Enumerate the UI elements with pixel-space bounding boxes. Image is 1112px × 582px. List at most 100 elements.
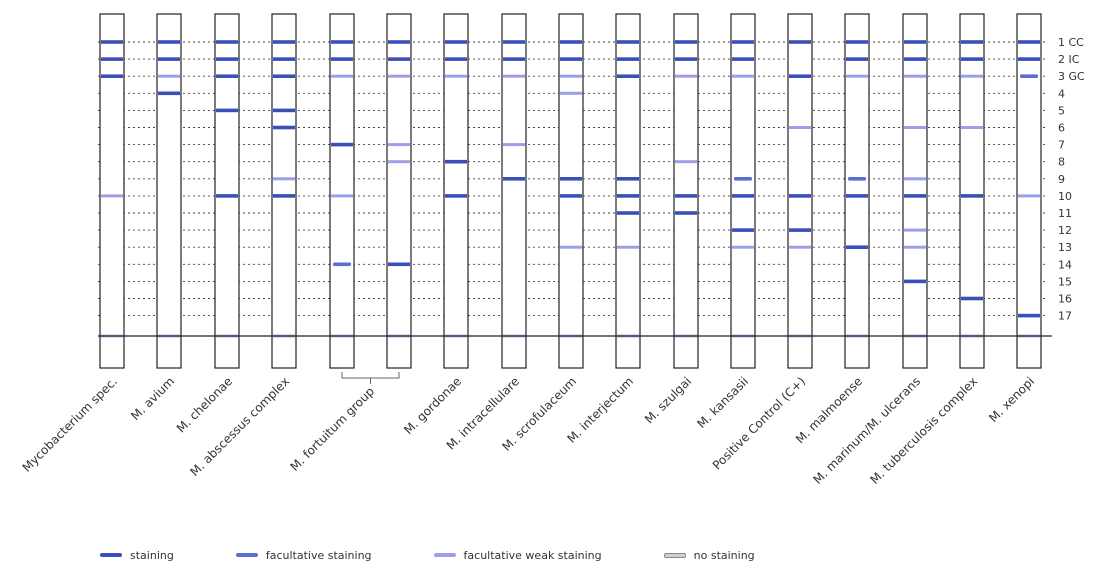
strip-label: M. xenopi (986, 374, 1037, 425)
legend-none-label: no staining (693, 548, 755, 562)
band-row-3 (331, 74, 353, 78)
band-row-1 (331, 40, 353, 44)
band-row-12 (789, 228, 811, 232)
row-label: 15 (1058, 275, 1072, 288)
band-row-4 (560, 91, 582, 95)
strip-label: Mycobacterium spec. (20, 374, 120, 474)
band-row-10 (331, 194, 353, 198)
strip-label: M. abscessus complex (187, 374, 292, 479)
band-row-2 (732, 57, 754, 61)
band-row-9 (734, 177, 752, 181)
band-row-7 (503, 143, 525, 147)
row-labels: 1 CC 2 IC 3 GC 4 5 6 7 8 9 10 11 12 13 14 15 16 17 (1058, 36, 1085, 323)
strip (386, 13, 412, 369)
band-row-13 (846, 245, 868, 249)
strip-outline (214, 13, 240, 369)
strip-outline (615, 13, 641, 369)
strip (673, 13, 699, 369)
band-row-10 (732, 194, 754, 198)
band-row-2 (216, 57, 238, 61)
strip (214, 13, 240, 369)
row-label: 10 (1058, 190, 1072, 203)
band-row-13 (732, 245, 754, 249)
row-label: 16 (1058, 293, 1072, 306)
band-row-2 (503, 57, 525, 61)
legend-staining: staining (100, 549, 174, 562)
band-row-2 (445, 57, 467, 61)
band-row-1 (158, 40, 180, 44)
band-row-8 (445, 159, 467, 164)
row-label: 2 IC (1058, 53, 1080, 66)
band-row-3 (158, 74, 180, 78)
band-row-13 (560, 245, 582, 249)
band-row-2 (904, 57, 926, 61)
band-row-6 (961, 126, 983, 129)
band-row-10 (961, 194, 983, 198)
band-row-1 (503, 40, 525, 44)
band-row-8 (675, 160, 697, 164)
band-row-3 (675, 74, 697, 78)
strip-label: M. tuberculosis complex (867, 374, 980, 487)
strip-outline (730, 13, 756, 369)
band-row-5 (273, 108, 295, 113)
legend-weak-label: facultative weak staining (463, 548, 602, 562)
none-swatch (663, 552, 686, 558)
staining-swatch (100, 553, 122, 557)
strip-outline (443, 13, 469, 369)
row-label: 12 (1058, 224, 1072, 237)
band-row-11 (617, 211, 639, 215)
strip-label: M. avium (128, 374, 177, 423)
strip (443, 13, 469, 369)
band-row-9 (560, 177, 582, 181)
strip-outline (902, 13, 928, 369)
band-row-10 (904, 194, 926, 198)
band-row-1 (961, 40, 983, 44)
band-row-1 (273, 40, 295, 44)
band-row-10 (846, 194, 868, 198)
strip-outline (959, 13, 985, 369)
band-row-3 (904, 74, 926, 78)
strips (99, 13, 1042, 369)
band-row-16 (961, 296, 983, 301)
band-row-3 (273, 74, 295, 78)
band-row-2 (846, 57, 868, 61)
strip-outline (844, 13, 870, 369)
band-row-1 (1018, 40, 1040, 44)
strip (615, 13, 641, 369)
strip-outline (386, 13, 412, 369)
band-row-3 (846, 74, 868, 78)
band-row-3 (617, 74, 639, 78)
band-row-3 (445, 74, 467, 78)
band-row-8 (388, 160, 410, 164)
strip-label: M. szulgai (642, 374, 694, 426)
strip (271, 13, 297, 369)
row-label: 8 (1058, 156, 1065, 169)
band-row-2 (273, 57, 295, 61)
band-row-10 (101, 194, 123, 198)
band-row-10 (617, 194, 639, 198)
band-row-9 (503, 177, 525, 181)
band-row-15 (904, 279, 926, 284)
strip-outline (1016, 13, 1042, 369)
strip-outline (787, 13, 813, 369)
legend-facultative: facultative staining (235, 549, 372, 562)
band-row-3 (1020, 74, 1038, 78)
band-row-6 (904, 126, 926, 129)
row-guide-lines (98, 41, 1046, 317)
legend-weak: facultative weak staining (433, 548, 602, 562)
group-bracket (341, 372, 400, 384)
row-label: 5 (1058, 104, 1065, 117)
band-row-3 (216, 74, 238, 78)
band-row-11 (675, 211, 697, 215)
band-row-1 (732, 40, 754, 44)
band-row-10 (560, 194, 582, 198)
band-row-1 (445, 40, 467, 44)
band-row-14 (333, 262, 351, 267)
group-bracket-line (341, 372, 400, 384)
strip (156, 13, 182, 369)
band-row-2 (388, 57, 410, 61)
facultative-swatch (235, 553, 258, 557)
band-row-2 (158, 57, 180, 61)
band-row-2 (961, 57, 983, 61)
